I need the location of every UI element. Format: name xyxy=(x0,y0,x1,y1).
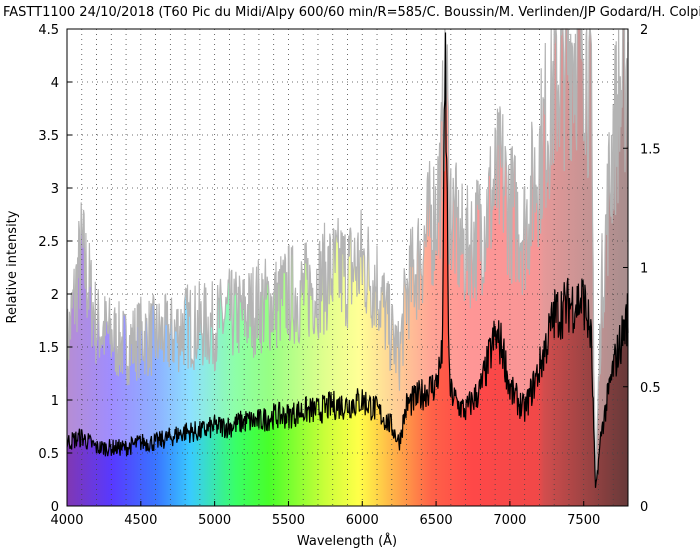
x-tick-label: 4500 xyxy=(124,513,157,528)
spectrum-area-fill xyxy=(67,32,628,506)
y2-tick-label: 1.5 xyxy=(640,142,661,157)
x-tick-label: 5500 xyxy=(272,513,305,528)
y-tick-label: 1 xyxy=(51,394,59,409)
x-tick-label: 6000 xyxy=(346,513,379,528)
y-tick-label: 4.5 xyxy=(38,23,59,38)
y-tick-label: 1.5 xyxy=(38,341,59,356)
y-tick-label: 3 xyxy=(51,182,59,197)
y-tick-label: 4 xyxy=(51,76,59,91)
y2-tick-label: 0.5 xyxy=(640,381,661,396)
y-tick-label: 0 xyxy=(51,500,59,515)
spectrum-line xyxy=(66,32,629,488)
y-tick-label: 2.5 xyxy=(38,235,59,250)
x-tick-label: 7500 xyxy=(567,513,600,528)
y-tick-label: 3.5 xyxy=(38,129,59,144)
y-tick-label: 0.5 xyxy=(38,447,59,462)
x-tick-label: 7000 xyxy=(493,513,526,528)
raw-spectrum-line xyxy=(66,28,629,485)
y2-tick-label: 0 xyxy=(640,500,648,515)
x-axis-label: Wavelength (Å) xyxy=(297,533,397,549)
x-tick-label: 4000 xyxy=(50,513,83,528)
y2-tick-label: 1 xyxy=(640,262,648,277)
y-tick-label: 2 xyxy=(51,288,59,303)
y-axis-label: Relative intensity xyxy=(5,210,20,323)
y2-tick-label: 2 xyxy=(640,23,648,38)
chart-title: FASTT1100 24/10/2018 (T60 Pic du Midi/Al… xyxy=(3,5,700,20)
x-tick-label: 6500 xyxy=(420,513,453,528)
x-tick-label: 5000 xyxy=(198,513,231,528)
